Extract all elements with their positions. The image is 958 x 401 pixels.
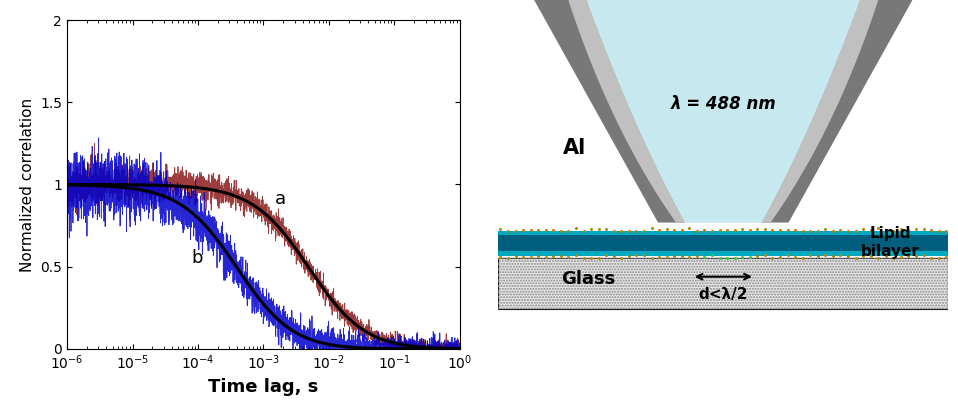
Y-axis label: Normalized correlation: Normalized correlation [20,97,34,271]
Text: b: b [192,249,203,267]
Text: Al: Al [563,138,586,158]
Polygon shape [565,0,685,223]
Polygon shape [762,0,881,223]
Bar [498,251,948,256]
Text: Glass: Glass [561,270,615,288]
Polygon shape [583,0,863,223]
Bar [498,235,948,251]
Bar [498,258,948,309]
Bar [498,258,948,309]
Text: a: a [275,190,286,208]
Polygon shape [583,0,863,223]
Text: Lipid
bilayer: Lipid bilayer [860,227,920,259]
Text: d<λ/2: d<λ/2 [698,287,748,302]
X-axis label: Time lag, s: Time lag, s [208,378,319,396]
Bar [498,231,948,235]
Polygon shape [530,0,685,223]
Text: λ = 488 nm: λ = 488 nm [671,95,776,113]
Polygon shape [762,0,917,223]
